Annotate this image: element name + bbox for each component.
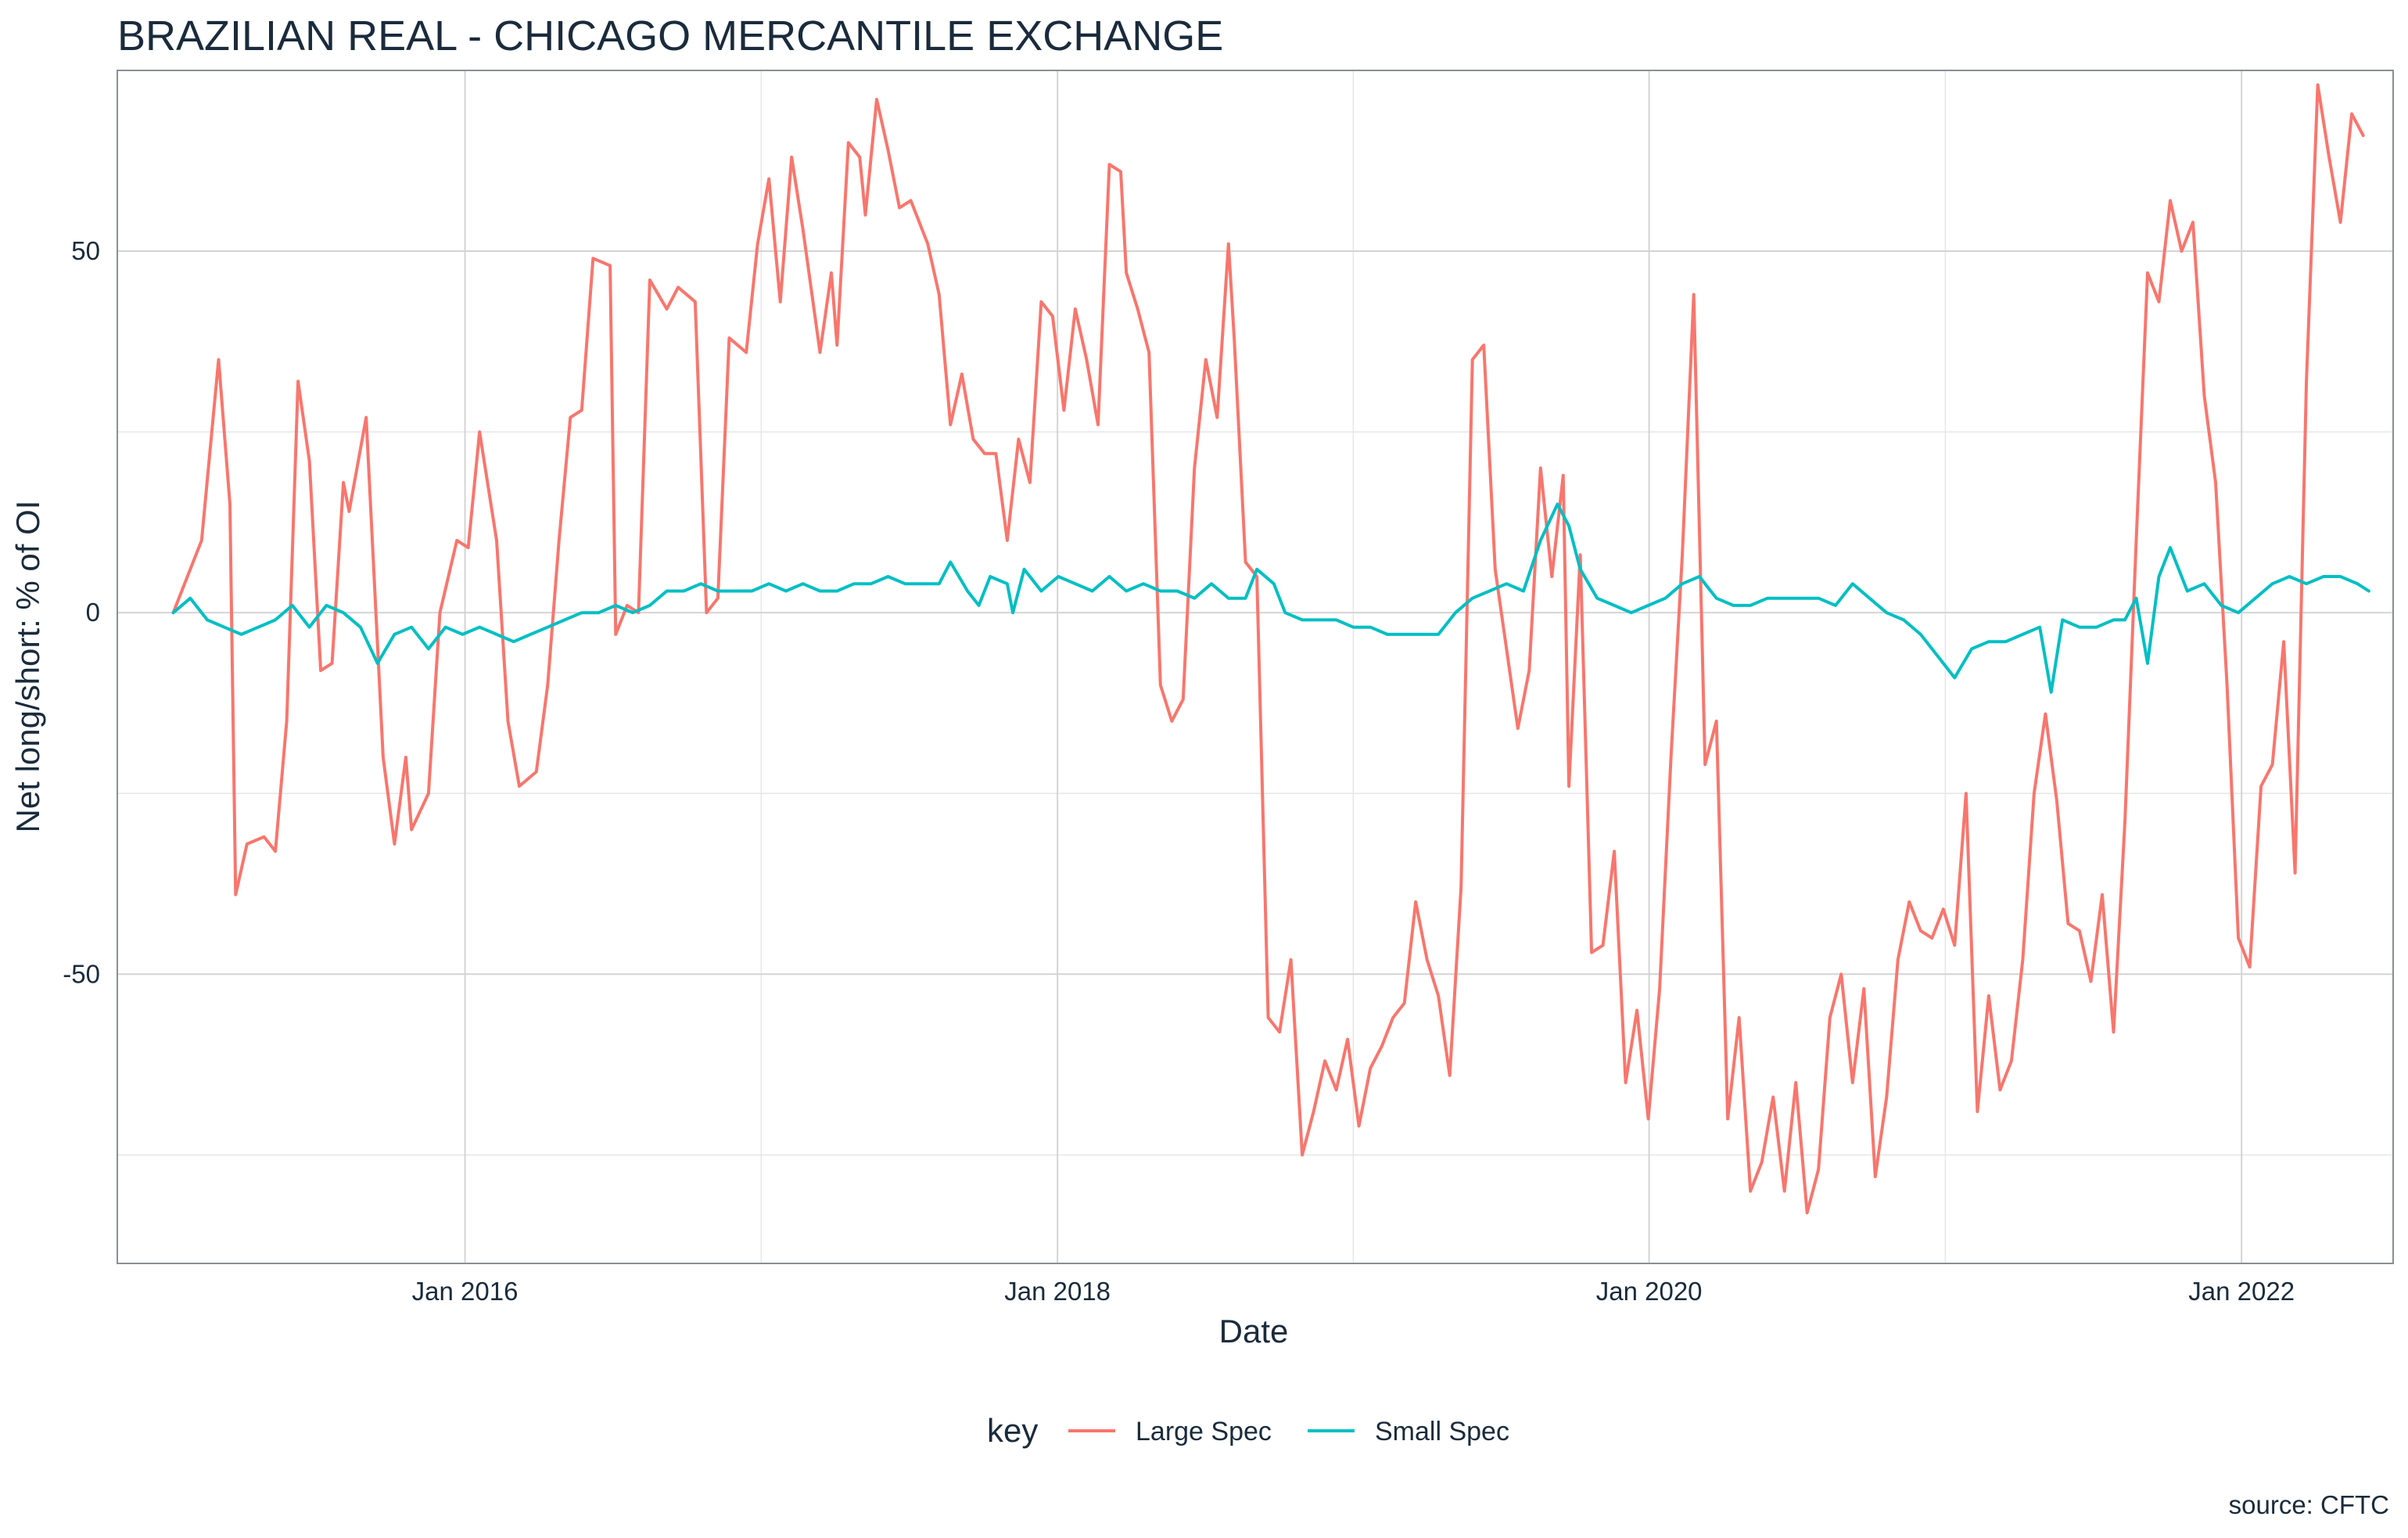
legend: key Large Spec Small Spec	[987, 1412, 1509, 1449]
x-tick-label: Jan 2018	[1004, 1277, 1111, 1306]
chart-title: BRAZILIAN REAL - CHICAGO MERCANTILE EXCH…	[117, 13, 1223, 59]
plot-grid	[117, 70, 2393, 1263]
x-tick-label: Jan 2022	[2188, 1277, 2295, 1306]
x-tick-label: Jan 2016	[412, 1277, 519, 1306]
x-tick-label: Jan 2020	[1596, 1277, 1703, 1306]
source-caption: source: CFTC	[2229, 1490, 2389, 1519]
series-line-small-spec	[171, 502, 2370, 694]
y-tick-label: 0	[86, 598, 100, 627]
y-tick-label: 50	[71, 236, 100, 265]
x-axis-title: Date	[1219, 1313, 1289, 1349]
series-line-large-spec	[171, 83, 2365, 1215]
y-tick-label: -50	[63, 959, 100, 988]
plot-panel-border	[117, 70, 2394, 1264]
x-axis-ticks: Jan 2016 Jan 2018 Jan 2020 Jan 2022	[412, 1277, 2295, 1306]
y-axis-title: Net long/short: % of OI	[9, 501, 46, 833]
legend-label-small-spec: Small Spec	[1375, 1417, 1509, 1446]
legend-label-large-spec: Large Spec	[1136, 1417, 1272, 1446]
legend-title: key	[987, 1412, 1038, 1449]
plot-series	[171, 83, 2370, 1215]
y-axis-ticks: 50 0 -50	[63, 236, 100, 988]
